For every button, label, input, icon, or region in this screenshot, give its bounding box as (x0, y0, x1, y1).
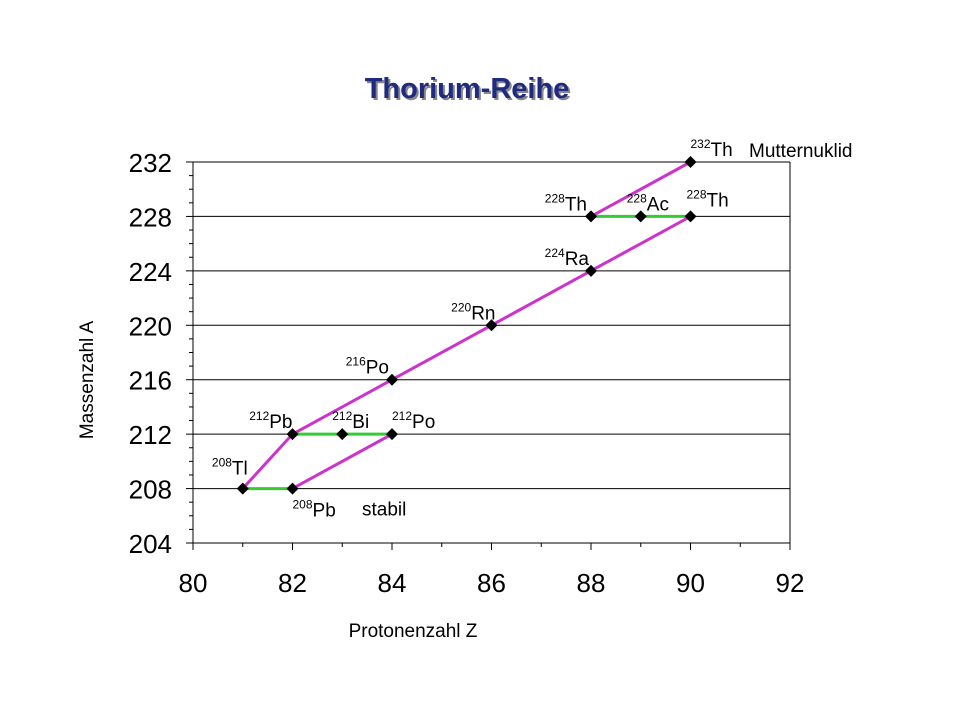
nuclide-label: 208Pb (293, 498, 336, 522)
x-tick-label: 80 (179, 568, 208, 598)
decay-line (242, 214, 691, 491)
y-tick-label: 208 (129, 475, 172, 505)
nuclide-label: 208Tl (212, 456, 248, 480)
nuclide-label: 220Rn (451, 300, 495, 324)
annotation: stabil (362, 500, 406, 521)
nuclide-marker (386, 428, 398, 441)
element-symbol: Th (707, 190, 729, 211)
element-symbol: Po (412, 412, 435, 433)
mass-number: 212 (332, 409, 352, 423)
mass-number: 208 (212, 456, 232, 470)
nuclide-label: 212Bi (332, 409, 369, 433)
nuclide-marker (286, 428, 299, 441)
nuclide-marker (336, 428, 349, 441)
nuclide-label: 212Pb (249, 409, 292, 433)
y-tick-label: 204 (129, 529, 172, 559)
element-symbol: Tl (232, 459, 248, 480)
nuclide-label: 228Th (687, 187, 729, 211)
mass-number: 224 (545, 246, 565, 260)
x-tick-label: 86 (477, 568, 506, 598)
y-tick-label: 220 (129, 311, 172, 341)
nuclide-label: 228Th (545, 191, 587, 215)
y-axis-label: Massenzahl A (77, 321, 98, 440)
nuclide-marker (286, 482, 299, 495)
mass-number: 216 (346, 355, 366, 369)
element-symbol: Ra (565, 249, 590, 270)
x-tick-label: 82 (278, 568, 307, 598)
x-tick-label: 90 (676, 568, 705, 598)
mass-number: 228 (627, 191, 647, 205)
element-symbol: Pb (313, 501, 336, 522)
nuclide-label: 224Ra (545, 246, 590, 270)
y-tick-label: 212 (129, 420, 172, 450)
mass-number: 220 (451, 300, 471, 314)
chart-title-shadow: Thorium-Reihe (367, 75, 572, 107)
chart-title: Thorium-Reihe (365, 73, 570, 105)
mass-number: 232 (691, 137, 711, 151)
element-symbol: Bi (352, 412, 369, 433)
y-tick-label: 216 (129, 366, 172, 396)
element-symbol: Th (711, 140, 733, 161)
annotation: Mutternuklid (749, 141, 853, 162)
nuclide-label: 212Po (392, 409, 435, 433)
x-tick-label: 84 (378, 568, 407, 598)
element-symbol: Pb (269, 412, 292, 433)
mass-number: 212 (249, 409, 269, 423)
element-symbol: Th (565, 194, 587, 215)
mass-number: 208 (293, 498, 313, 512)
nuclide-marker (585, 210, 597, 223)
nuclide-marker (634, 210, 647, 223)
nuclide-marker (485, 319, 498, 332)
decay-line (241, 160, 692, 490)
mass-number: 228 (687, 187, 707, 201)
nuclide-marker (585, 264, 597, 277)
y-tick-label: 232 (129, 148, 172, 178)
nuclide-marker (236, 482, 249, 495)
element-symbol: Rn (471, 303, 495, 324)
mass-number: 212 (392, 409, 412, 423)
nuclide-marker (386, 373, 398, 386)
x-axis-label: Protonenzahl Z (349, 621, 478, 642)
element-symbol: Po (366, 358, 389, 379)
nuclide-label: 216Po (346, 355, 389, 379)
x-tick-label: 88 (577, 568, 606, 598)
nuclide-marker (684, 156, 697, 168)
mass-number: 228 (545, 191, 565, 205)
x-tick-label: 92 (776, 568, 805, 598)
nuclide-label: 228Ac (627, 191, 669, 215)
nuclide-marker (684, 210, 697, 223)
element-symbol: Ac (647, 194, 669, 215)
y-tick-label: 224 (129, 257, 172, 287)
nuclide-label: 232Th (691, 137, 733, 161)
y-tick-label: 228 (129, 202, 172, 232)
